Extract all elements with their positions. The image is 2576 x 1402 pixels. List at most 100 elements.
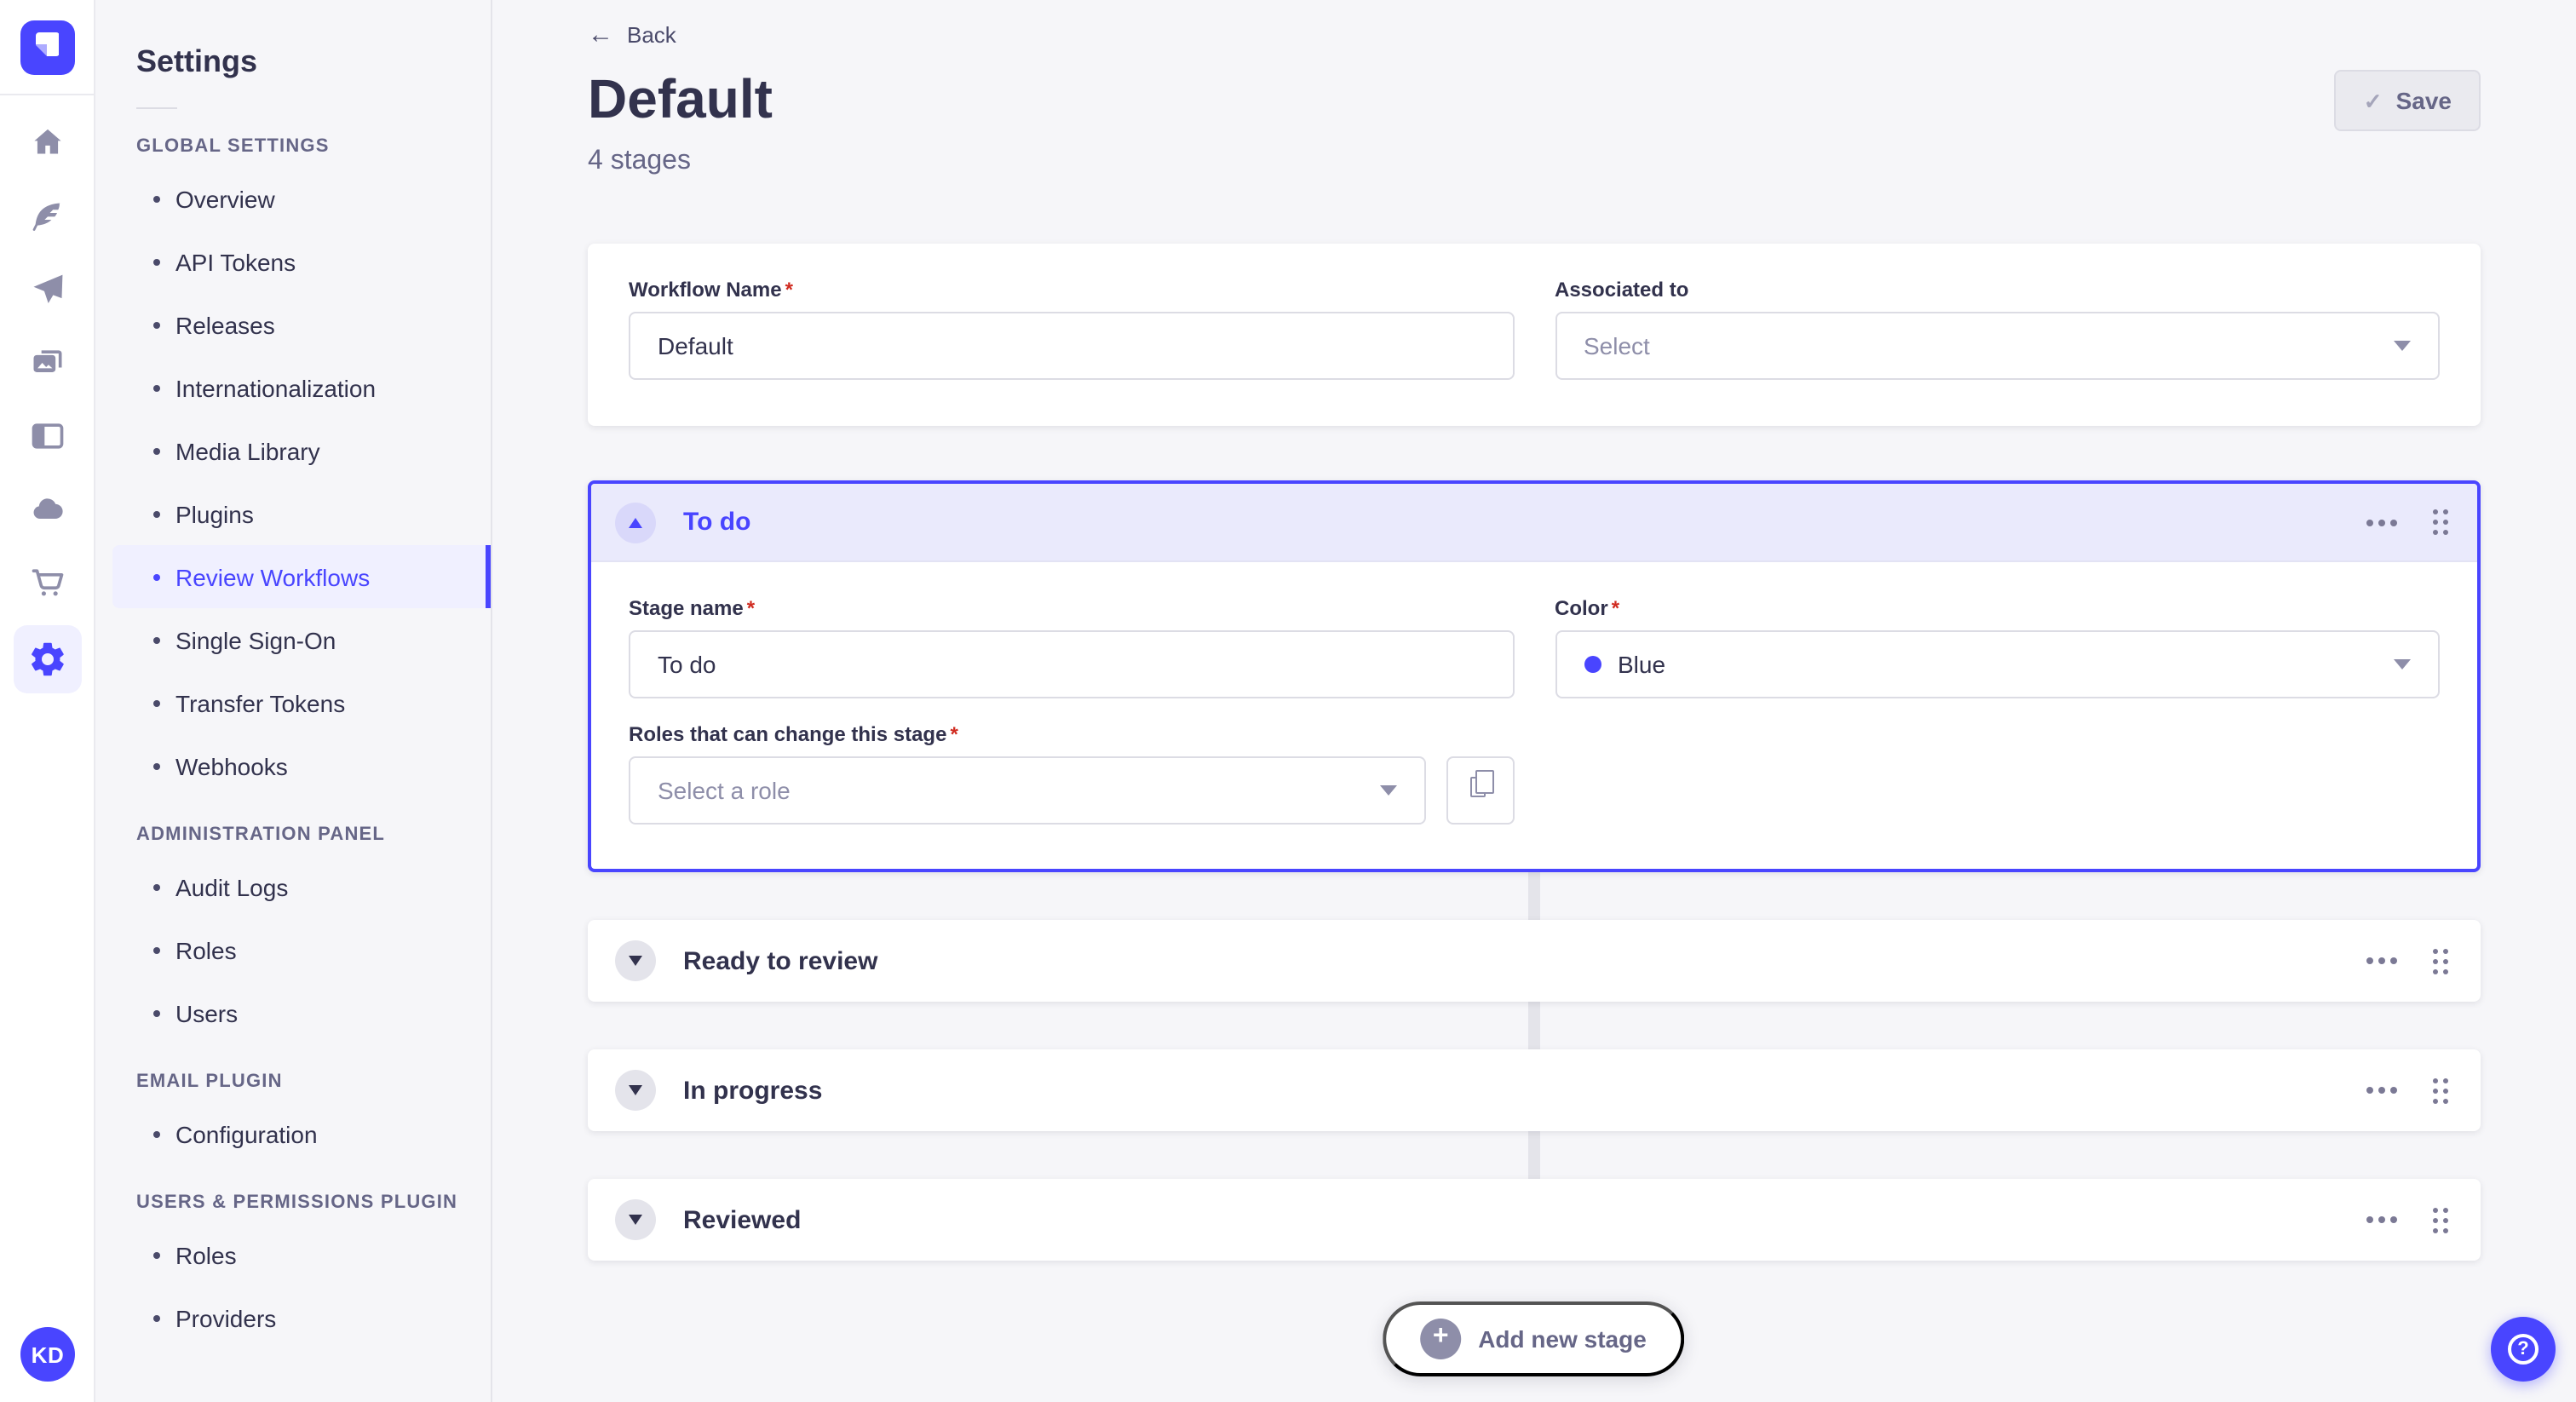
sidebar-item-webhooks[interactable]: Webhooks bbox=[112, 734, 491, 797]
section-label: Users & Permissions Plugin bbox=[136, 1192, 458, 1213]
expand-toggle-button[interactable] bbox=[615, 1070, 656, 1111]
workflow-name-label: Workflow Name bbox=[629, 278, 1514, 302]
settings-sidebar-title: Settings bbox=[136, 44, 258, 78]
stage-card-ready-to-review[interactable]: Ready to review bbox=[588, 920, 2481, 1002]
bullet-icon bbox=[153, 447, 160, 454]
more-options-icon[interactable] bbox=[2378, 1216, 2385, 1223]
stage-name-input[interactable]: To do bbox=[629, 630, 1514, 698]
bullet-icon bbox=[153, 636, 160, 643]
color-select[interactable]: Blue bbox=[1555, 630, 2440, 698]
settings-gear-icon[interactable] bbox=[13, 625, 81, 693]
home-icon[interactable] bbox=[26, 123, 67, 164]
section-users-permissions-plugin: Users & Permissions Plugin Roles Provide… bbox=[95, 1192, 491, 1349]
bullet-icon bbox=[153, 258, 160, 265]
feather-icon[interactable] bbox=[26, 196, 67, 237]
collapse-toggle-button[interactable] bbox=[615, 502, 656, 543]
drag-handle-icon[interactable] bbox=[2433, 509, 2438, 514]
more-options-icon[interactable] bbox=[2378, 957, 2385, 964]
sidebar-item-api-tokens[interactable]: API Tokens bbox=[112, 230, 491, 293]
bullet-icon bbox=[153, 573, 160, 580]
associated-to-label: Associated to bbox=[1555, 278, 1689, 302]
more-options-icon[interactable] bbox=[2378, 1087, 2385, 1094]
cloud-icon[interactable] bbox=[26, 489, 67, 530]
expand-toggle-button[interactable] bbox=[615, 1199, 656, 1240]
stage-card-reviewed[interactable]: Reviewed bbox=[588, 1179, 2481, 1261]
back-link[interactable]: Back bbox=[588, 20, 676, 49]
paper-plane-icon[interactable] bbox=[26, 269, 67, 310]
sidebar-item-admin-users[interactable]: Users bbox=[112, 981, 491, 1044]
page-title: Default bbox=[588, 68, 773, 129]
sidebar-item-email-configuration[interactable]: Configuration bbox=[112, 1102, 491, 1165]
check-icon bbox=[2364, 86, 2383, 115]
sidebar-divider bbox=[136, 107, 177, 109]
associated-to-field: Associated to Select bbox=[1555, 278, 2440, 392]
strapi-logo[interactable] bbox=[20, 20, 74, 75]
sidebar-item-internationalization[interactable]: Internationalization bbox=[112, 356, 491, 419]
stage-name-value: To do bbox=[658, 651, 716, 678]
main-content: Back Default 4 stages Save Workflow Name… bbox=[492, 0, 2576, 1402]
bullet-icon bbox=[153, 1130, 160, 1137]
stage-body: Stage name To do Color Blue Roles tha bbox=[591, 562, 2477, 859]
add-new-stage-button[interactable]: Add new stage bbox=[1383, 1301, 1684, 1376]
expand-toggle-button[interactable] bbox=[615, 940, 656, 981]
sidebar-item-overview[interactable]: Overview bbox=[112, 167, 491, 230]
user-avatar[interactable]: KD bbox=[20, 1327, 75, 1382]
sidebar-item-transfer-tokens[interactable]: Transfer Tokens bbox=[112, 671, 491, 734]
section-global-settings: Global Settings Overview API Tokens Rele… bbox=[95, 136, 491, 797]
sidebar-item-up-providers[interactable]: Providers bbox=[112, 1286, 491, 1349]
sidebar-item-media-library[interactable]: Media Library bbox=[112, 419, 491, 482]
question-mark-icon bbox=[2508, 1334, 2539, 1365]
chevron-down-icon bbox=[629, 1215, 642, 1225]
color-dot bbox=[1584, 656, 1601, 673]
save-label: Save bbox=[2395, 87, 2452, 114]
sidebar-item-review-workflows[interactable]: Review Workflows bbox=[112, 545, 491, 608]
workflow-name-value: Default bbox=[658, 332, 733, 359]
chevron-down-icon bbox=[629, 1085, 642, 1095]
section-administration-panel: Administration Panel Audit Logs Roles Us… bbox=[95, 825, 491, 1044]
content-type-builder-icon[interactable] bbox=[26, 416, 67, 457]
drag-handle-icon[interactable] bbox=[2433, 948, 2438, 953]
stage-title: Ready to review bbox=[683, 946, 878, 975]
stage-card-todo: To do Stage name To do Color Blue bbox=[588, 480, 2481, 872]
drag-handle-icon[interactable] bbox=[2433, 1207, 2438, 1212]
stage-card-in-progress[interactable]: In progress bbox=[588, 1049, 2481, 1131]
roles-select[interactable]: Select a role bbox=[629, 756, 1425, 825]
workflow-form-card: Workflow Name Default Associated to Sele… bbox=[588, 244, 2481, 426]
chevron-down-icon bbox=[629, 956, 642, 966]
sidebar-item-audit-logs[interactable]: Audit Logs bbox=[112, 855, 491, 918]
color-label: Color bbox=[1555, 596, 2440, 620]
main-icon-navbar: KD bbox=[0, 0, 95, 1402]
stage-count: 4 stages bbox=[588, 147, 691, 175]
help-button[interactable] bbox=[2491, 1317, 2556, 1382]
roles-placeholder: Select a role bbox=[658, 777, 791, 804]
bullet-icon bbox=[153, 195, 160, 202]
roles-label: Roles that can change this stage bbox=[629, 722, 1425, 746]
marketplace-cart-icon[interactable] bbox=[26, 562, 67, 603]
workflow-name-input[interactable]: Default bbox=[629, 312, 1514, 380]
section-label: Administration Panel bbox=[136, 825, 386, 845]
plus-icon bbox=[1420, 1319, 1462, 1359]
save-button[interactable]: Save bbox=[2334, 70, 2481, 131]
stage-header-todo[interactable]: To do bbox=[591, 484, 2477, 562]
more-options-icon[interactable] bbox=[2378, 519, 2385, 526]
sidebar-item-plugins[interactable]: Plugins bbox=[112, 482, 491, 545]
chevron-down-icon bbox=[1379, 785, 1396, 796]
sidebar-item-single-sign-on[interactable]: Single Sign-On bbox=[112, 608, 491, 671]
sidebar-item-up-roles[interactable]: Roles bbox=[112, 1223, 491, 1286]
settings-sidebar: Settings Global Settings Overview API To… bbox=[95, 0, 492, 1402]
stage-title: Reviewed bbox=[683, 1205, 802, 1234]
drag-handle-icon[interactable] bbox=[2433, 1077, 2438, 1083]
associated-to-select[interactable]: Select bbox=[1555, 312, 2440, 380]
duplicate-stage-button[interactable] bbox=[1446, 756, 1514, 825]
media-library-icon[interactable] bbox=[26, 342, 67, 383]
bullet-icon bbox=[153, 321, 160, 328]
color-field: Color Blue bbox=[1555, 596, 2440, 698]
bullet-icon bbox=[153, 946, 160, 953]
roles-row: Roles that can change this stage Select … bbox=[629, 722, 1514, 825]
bullet-icon bbox=[153, 883, 160, 890]
bullet-icon bbox=[153, 510, 160, 517]
bullet-icon bbox=[153, 1009, 160, 1016]
sidebar-item-admin-roles[interactable]: Roles bbox=[112, 918, 491, 981]
sidebar-item-releases[interactable]: Releases bbox=[112, 293, 491, 356]
associated-to-placeholder: Select bbox=[1584, 332, 1650, 359]
